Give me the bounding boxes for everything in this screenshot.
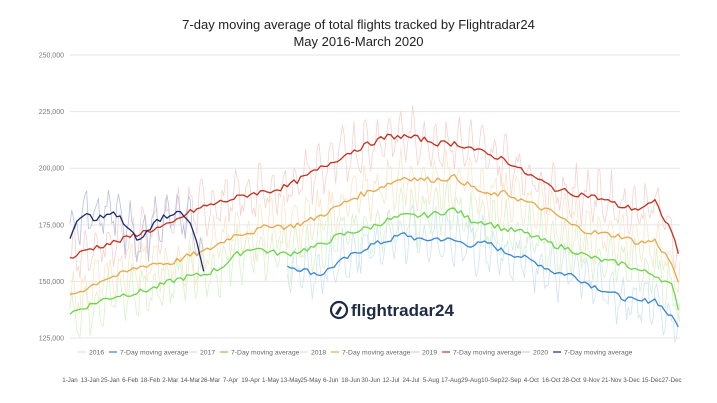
x-tick-label: 18-Jun [341, 377, 360, 384]
legend-label: 7-Day moving average [120, 350, 189, 357]
legend-label: 7-Day moving average [453, 350, 522, 357]
x-tick-label: 29-Aug [461, 377, 482, 384]
x-tick-label: 21-Nov [602, 377, 623, 384]
x-tick-label: 24-Jul [403, 377, 420, 384]
x-tick-label: 25-Jan [101, 377, 120, 384]
x-tick-label: 9-Nov [583, 377, 600, 384]
logo-icon-mark [335, 306, 342, 315]
x-tick-label: 28-Oct [562, 377, 581, 384]
x-tick-label: 6-Feb [122, 377, 139, 384]
raw-daily-line [69, 177, 681, 339]
chart-title-line: 7-day moving average of total flights tr… [182, 17, 535, 32]
legend-label: 7-Day moving average [342, 350, 411, 357]
x-tick-label: 4-Oct [524, 377, 539, 384]
y-tick-label: 250,000 [39, 53, 64, 60]
x-tick-label: 19-Apr [241, 377, 260, 384]
moving-average-line [69, 173, 679, 295]
y-tick-label: 125,000 [39, 336, 64, 343]
legend-label: 2020 [533, 350, 548, 357]
logo-text: flightradar24 [351, 301, 455, 320]
moving-average-line [69, 133, 679, 259]
legend-label: 2018 [311, 350, 326, 357]
x-tick-label: 2-Mar [162, 377, 178, 384]
x-tick-label: 1-Jan [62, 377, 78, 384]
x-tick-label: 1-May [262, 377, 280, 384]
y-axis: 125,000 150,000 175,000 200,000 225,000 250,0… [39, 53, 64, 343]
y-tick-label: 150,000 [39, 279, 64, 286]
x-tick-label: 15-Dec [642, 377, 662, 384]
x-tick-label: 3-Dec [623, 377, 640, 384]
x-tick-label: 12-Jul [382, 377, 399, 384]
x-axis: 1-Jan 13-Jan 25-Jan 6-Feb 18-Feb 2-Mar 14-Mar 2… [62, 377, 681, 384]
x-tick-label: 17-Aug [441, 377, 462, 384]
raw-daily-line [69, 147, 681, 314]
legend-label: 7-Day moving average [231, 350, 300, 357]
moving-average-line [69, 207, 679, 315]
raw-daily-line [69, 105, 681, 279]
legend-label: 2016 [89, 350, 104, 357]
x-tick-label: 5-Aug [423, 377, 440, 384]
chart-subtitle: May 2016-March 2020 [293, 34, 424, 49]
x-tick-label: 14-Mar [181, 377, 201, 384]
x-tick-label: 13-Jan [81, 377, 100, 384]
x-tick-label: 10-Sep [481, 377, 502, 384]
x-tick-label: 22-Sep [501, 377, 522, 384]
x-tick-label: 13-May [280, 377, 302, 384]
x-tick-label: 6-Jun [323, 377, 339, 384]
chart-title: 7-day moving average of total flights tr… [0, 16, 717, 50]
moving-average-line [69, 210, 205, 272]
y-tick-label: 200,000 [39, 166, 64, 173]
moving-average-line [286, 232, 679, 328]
x-tick-label: 26-Mar [201, 377, 221, 384]
x-tick-label: 30-Jun [361, 377, 380, 384]
x-tick-label: 18-Feb [140, 377, 160, 384]
legend-label: 2019 [422, 350, 437, 357]
x-tick-label: 7-Apr [223, 377, 238, 384]
moving-average-layer [69, 133, 679, 328]
legend: 2016 7-Day moving average 2017 7-Day moving… [78, 350, 633, 357]
y-tick-label: 175,000 [39, 222, 64, 229]
raw-daily-line [69, 189, 205, 263]
legend-label: 7-Day moving average [564, 350, 633, 357]
x-tick-label: 25-May [300, 377, 322, 384]
flightradar24-logo: flightradar24 [329, 300, 455, 320]
y-tick-label: 225,000 [39, 109, 64, 116]
logo-icon [329, 300, 349, 320]
x-tick-label: 16-Oct [542, 377, 561, 384]
legend-label: 2017 [200, 350, 215, 357]
x-tick-label: 27-Dec [662, 377, 682, 384]
